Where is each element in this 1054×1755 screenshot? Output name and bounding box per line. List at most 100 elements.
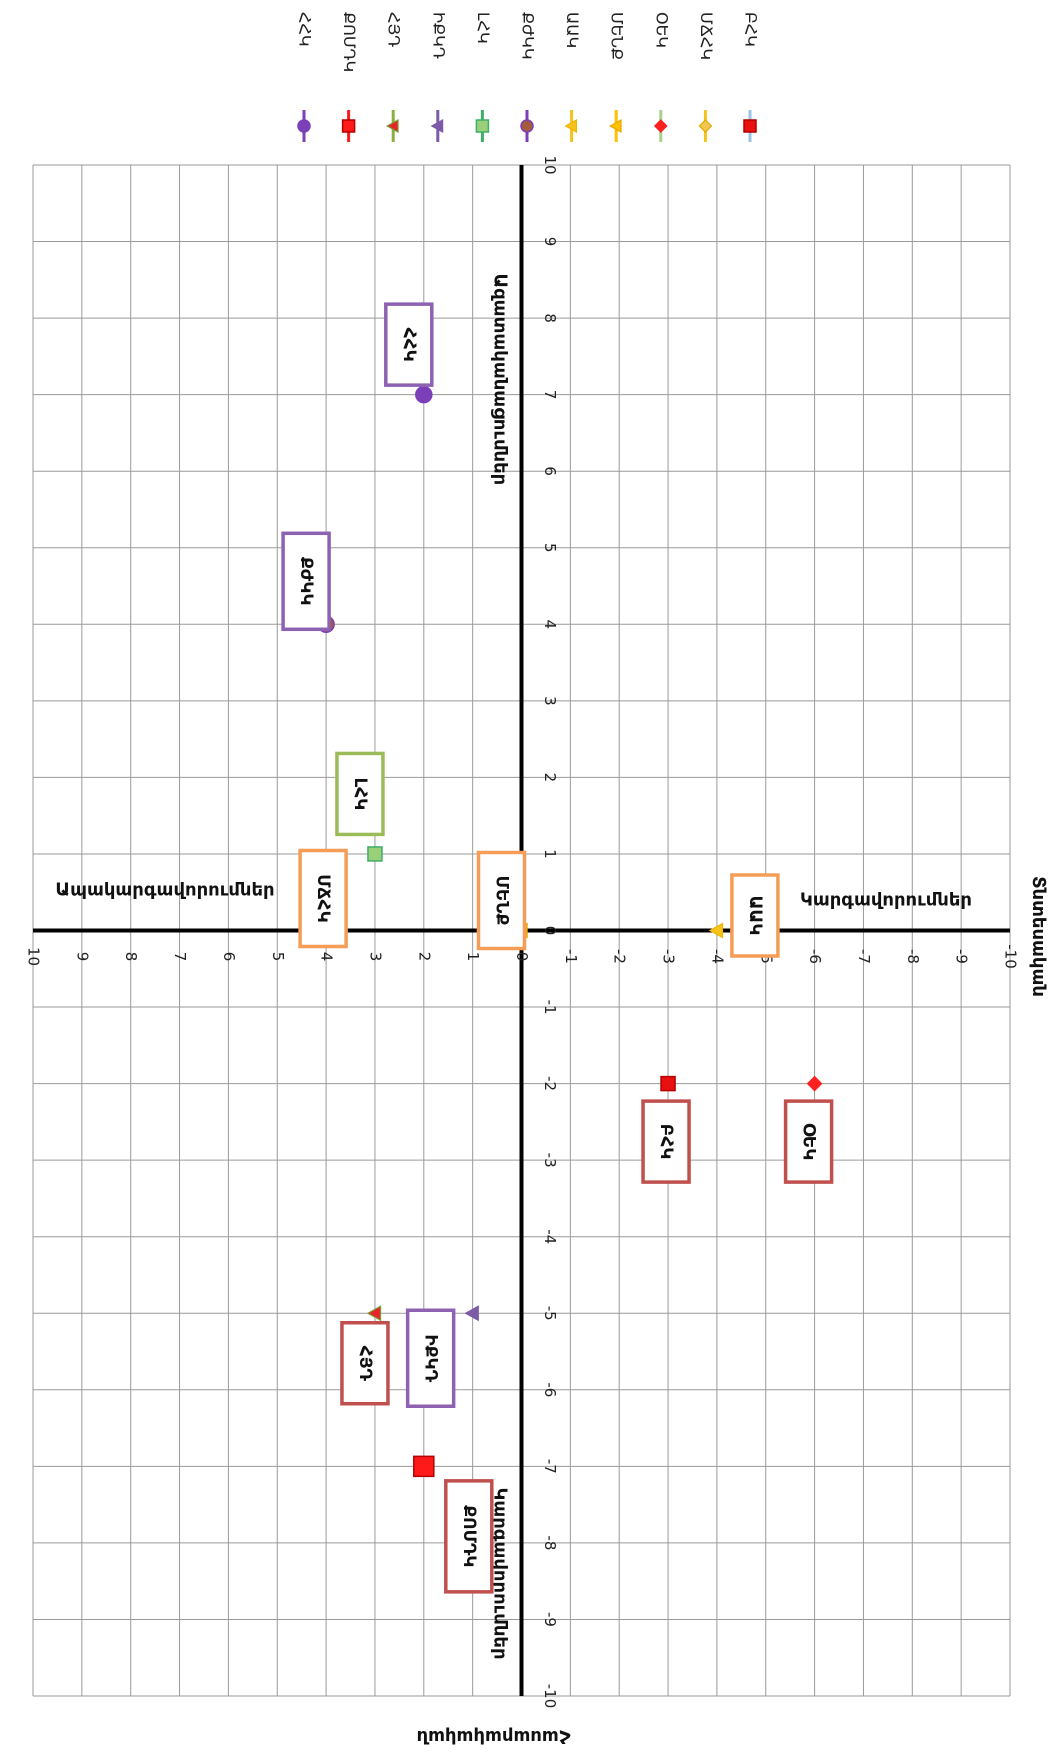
legend-label: ՀՀԿ — [296, 12, 315, 47]
y-tick-label: 9 — [541, 237, 559, 247]
x-tick-label: -10 — [1002, 944, 1020, 969]
point-label: ՀՀԿ — [399, 328, 419, 362]
data-point — [708, 922, 724, 939]
point-label-box — [476, 850, 527, 951]
point-label-box — [444, 1479, 494, 1594]
x-tick-label: -2 — [611, 949, 629, 964]
point-label: ՀՅԴ — [355, 1346, 375, 1382]
point-label-box — [641, 1099, 691, 1184]
y-tick-label: 0 — [541, 926, 559, 936]
x-tick-label: 0 — [513, 952, 531, 962]
y-tick-label: 6 — [541, 466, 559, 476]
point-label-box — [340, 1321, 390, 1406]
data-point — [415, 385, 433, 404]
legend-marker — [698, 119, 713, 133]
x-tick-label: -7 — [855, 949, 873, 964]
x-tick-label: -4 — [708, 949, 726, 964]
point-label-box — [384, 302, 434, 387]
point-label: ՔՈՄԴԿ — [459, 1505, 479, 1567]
legend-label: ՄԵՆՔ — [608, 12, 627, 60]
point-label-box — [730, 873, 780, 958]
y-tick-label: -6 — [541, 1382, 559, 1397]
point-label: ԻՔԿԴ — [421, 1334, 441, 1382]
point-label: ՄՃՀԿ — [313, 874, 333, 922]
y-tick-label: -1 — [541, 1000, 559, 1015]
point-label: ՄԵՆՔ — [492, 876, 512, 926]
legend-marker — [520, 119, 534, 133]
legend-label: ԱԱԿ — [563, 12, 582, 48]
point-label-box — [281, 531, 331, 632]
legend-marker — [564, 118, 578, 134]
legend: ՀՀԿ ՔՈՄԴԿ ՀՅԴ ԻՔԿԴ ԼՀԿ ՔԺԿԿ ԱԱԿ ՄԵՆՔ ՕԵԿ ՄՃՀԿ ԲՀԿ — [296, 12, 761, 142]
y-tick-label: 2 — [541, 773, 559, 783]
legend-label: ԻՔԿԴ — [429, 12, 448, 59]
x-axis-end-label: Տնտեսական — [1028, 876, 1049, 997]
y-tick-label: -8 — [541, 1535, 559, 1550]
point-label-box — [783, 1099, 834, 1184]
legend-label: ՔԺԿԿ — [519, 12, 538, 60]
point-labels: ՀՀԿ ՔՈՄԴԿ ՀՅԴ ԻՔԿԴ ԼՀԿ ՔԺԿԿ ԱԱԿ ՄԵՆՔ ՕԵԿ ՄՃՀԿ ԲՀԿ — [281, 302, 834, 1594]
x-tick-label: 5 — [269, 952, 287, 962]
y-axis-end-label: Հասարակական — [416, 1726, 570, 1747]
y-tick-label: -9 — [541, 1612, 559, 1627]
legend-label: ՕԵԿ — [652, 12, 671, 48]
point-label-box — [298, 848, 348, 949]
y-tick-label: 7 — [541, 390, 559, 400]
data-point — [413, 1455, 435, 1478]
legend-marker — [430, 118, 444, 134]
legend-label: ՄՃՀԿ — [697, 12, 716, 60]
legend-marker — [608, 118, 622, 134]
y-axis-negative-label: Կարգավորումներ — [490, 1488, 511, 1660]
x-tick-label: 2 — [415, 952, 433, 962]
y-tick-label: -2 — [541, 1076, 559, 1091]
x-tick-label: 7 — [171, 952, 189, 962]
x-tick-label: -3 — [660, 949, 678, 964]
data-point — [366, 1305, 382, 1322]
x-tick-label: 10 — [25, 947, 43, 966]
x-tick-label: 9 — [73, 952, 91, 962]
x-tick-label: -9 — [953, 949, 971, 964]
x-tick-label: 3 — [366, 952, 384, 962]
point-label: ԱԱԿ — [745, 896, 765, 936]
x-tick-label: 6 — [220, 952, 238, 962]
y-tick-label: 8 — [541, 313, 559, 323]
x-tick-label: 1 — [464, 952, 482, 962]
point-label-box — [335, 751, 385, 837]
y-tick-label: 3 — [541, 696, 559, 706]
y-axis-positive-label: Ազատականացումներ — [490, 273, 511, 485]
legend-marker — [475, 119, 490, 133]
point-label: ՕԵԿ — [799, 1123, 819, 1161]
legend-marker — [743, 119, 757, 133]
x-axis-negative-label: Կարգավորումներ — [800, 890, 972, 911]
legend-label: ԲՀԿ — [742, 12, 761, 47]
point-label-box — [405, 1308, 456, 1408]
y-tick-label: 4 — [541, 620, 559, 630]
y-tick-label: -4 — [541, 1229, 559, 1244]
x-tick-label: 8 — [122, 952, 140, 962]
legend-marker — [341, 119, 356, 133]
x-tick-label: -6 — [806, 949, 824, 964]
y-tick-label: 10 — [541, 155, 559, 174]
point-label: ՔԺԿԿ — [296, 557, 316, 606]
legend-label: ՀՅԴ — [385, 12, 404, 47]
y-tick-label: -7 — [541, 1459, 559, 1474]
legend-marker — [297, 119, 311, 133]
x-tick-label: 4 — [318, 952, 336, 962]
data-point — [660, 1075, 676, 1092]
x-axis-positive-label: Ապակարգավորումներ — [55, 880, 274, 901]
tick-labels: 109876543210-1-2-3-4-5-6-7-8-9-101098765… — [25, 155, 1020, 1708]
y-tick-label: -5 — [541, 1306, 559, 1321]
data-point — [806, 1075, 823, 1092]
x-tick-label: -1 — [562, 949, 580, 964]
legend-label: ԼՀԿ — [474, 12, 493, 44]
data-point — [367, 846, 383, 862]
y-tick-label: 5 — [541, 543, 559, 553]
point-label: ԼՀԿ — [350, 778, 370, 811]
y-tick-label: -10 — [541, 1684, 559, 1709]
point-label: ԲՀԿ — [656, 1124, 676, 1160]
axis-titles: Ապակարգավորումներ Կարգավորումներ Տնտեսական… — [55, 273, 1049, 1747]
x-tick-label: -8 — [904, 949, 922, 964]
data-point — [464, 1305, 479, 1322]
y-tick-label: 1 — [541, 849, 559, 859]
